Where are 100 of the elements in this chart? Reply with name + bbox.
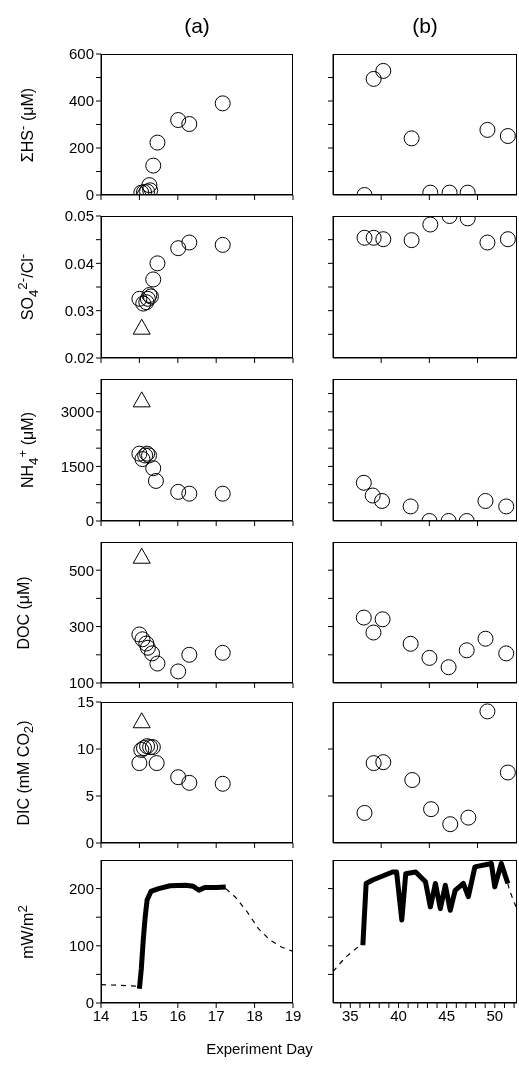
- point: [147, 472, 164, 489]
- point: [181, 485, 198, 502]
- y-tick-label: 0.02: [64, 349, 94, 367]
- point: [170, 769, 187, 786]
- point: [170, 240, 187, 257]
- point: [442, 816, 459, 833]
- y-tick-label: 0: [85, 186, 94, 204]
- point: [460, 809, 477, 826]
- point: [214, 236, 231, 253]
- point: [365, 70, 382, 87]
- point: [375, 62, 392, 79]
- x-tick-label: 50: [486, 1006, 504, 1024]
- point: [138, 635, 155, 652]
- y-tick-label: 100: [68, 937, 94, 955]
- point: [440, 659, 457, 676]
- x-axis-title: Experiment Day: [205, 1040, 314, 1057]
- x-tick-label: 19: [284, 1006, 302, 1024]
- y-tick-label: 3000: [60, 403, 94, 421]
- y-tick-label: 0: [85, 512, 94, 530]
- point: [498, 498, 515, 515]
- y-tick-label: 600: [68, 45, 94, 63]
- point: [458, 642, 475, 659]
- point: [479, 234, 496, 251]
- y-tick-label: 1500: [60, 457, 94, 475]
- point: [148, 755, 165, 772]
- point: [134, 631, 151, 648]
- x-tick-label: 16: [169, 1006, 187, 1024]
- y-tick-label: 100: [68, 674, 94, 692]
- x-tick-label: 35: [342, 1006, 359, 1024]
- point: [139, 639, 156, 656]
- point: [477, 492, 494, 509]
- point: [374, 611, 391, 628]
- y-tick-label: 0: [85, 994, 94, 1012]
- chart-title: (a): [183, 14, 211, 38]
- y-tick-label: 200: [68, 139, 94, 157]
- point: [181, 646, 198, 663]
- point: [479, 703, 496, 720]
- point: [421, 649, 438, 666]
- point: [214, 95, 231, 112]
- point: [477, 630, 494, 647]
- y-tick-label: 300: [68, 617, 94, 635]
- point: [181, 234, 198, 251]
- point: [214, 775, 231, 792]
- point: [132, 391, 151, 408]
- point: [365, 755, 382, 772]
- y-tick-label: 10: [77, 740, 94, 758]
- point: [356, 804, 373, 821]
- point: [145, 157, 162, 174]
- point: [214, 644, 231, 661]
- point: [402, 635, 419, 652]
- y-tick-label: 0.05: [64, 207, 94, 225]
- y-tick-label: 0.03: [64, 301, 94, 319]
- point: [356, 229, 373, 246]
- point: [145, 271, 162, 288]
- point: [499, 231, 516, 248]
- point: [132, 712, 151, 729]
- point: [365, 624, 382, 641]
- y-tick-label: 5: [85, 787, 94, 805]
- point: [375, 231, 392, 248]
- point: [149, 655, 166, 672]
- point: [181, 774, 198, 791]
- point: [132, 547, 151, 564]
- y-tick-label: 500: [68, 561, 94, 579]
- point: [131, 445, 148, 462]
- point: [355, 609, 372, 626]
- x-tick-label: 17: [207, 1006, 225, 1024]
- x-tick-label: 18: [246, 1006, 263, 1024]
- point: [499, 764, 516, 781]
- point: [404, 772, 421, 789]
- point: [214, 485, 231, 502]
- point: [149, 134, 166, 151]
- point: [402, 498, 419, 515]
- point: [131, 290, 148, 307]
- point: [170, 483, 187, 500]
- point: [498, 645, 515, 662]
- point: [145, 460, 162, 477]
- point: [364, 487, 381, 504]
- chart-title: (b): [411, 14, 439, 38]
- point: [365, 229, 382, 246]
- point: [149, 255, 166, 272]
- point: [403, 232, 420, 249]
- point: [170, 663, 187, 680]
- y-tick-label: 200: [68, 879, 94, 897]
- point: [374, 492, 391, 509]
- point: [131, 626, 148, 643]
- point: [134, 451, 151, 468]
- point: [132, 318, 151, 335]
- y-tick-label: 0: [85, 834, 94, 852]
- x-tick-label: 15: [131, 1006, 148, 1024]
- x-tick-label: 45: [438, 1006, 456, 1024]
- point: [375, 754, 392, 771]
- point: [181, 116, 198, 133]
- point: [131, 755, 148, 772]
- y-tick-label: 0.04: [64, 254, 94, 272]
- y-tick-label: 15: [77, 693, 94, 711]
- point: [423, 801, 440, 818]
- point: [499, 128, 516, 145]
- point: [170, 112, 187, 129]
- y-axis-title: DOC (μM): [15, 574, 33, 652]
- x-tick-label: 14: [92, 1006, 110, 1024]
